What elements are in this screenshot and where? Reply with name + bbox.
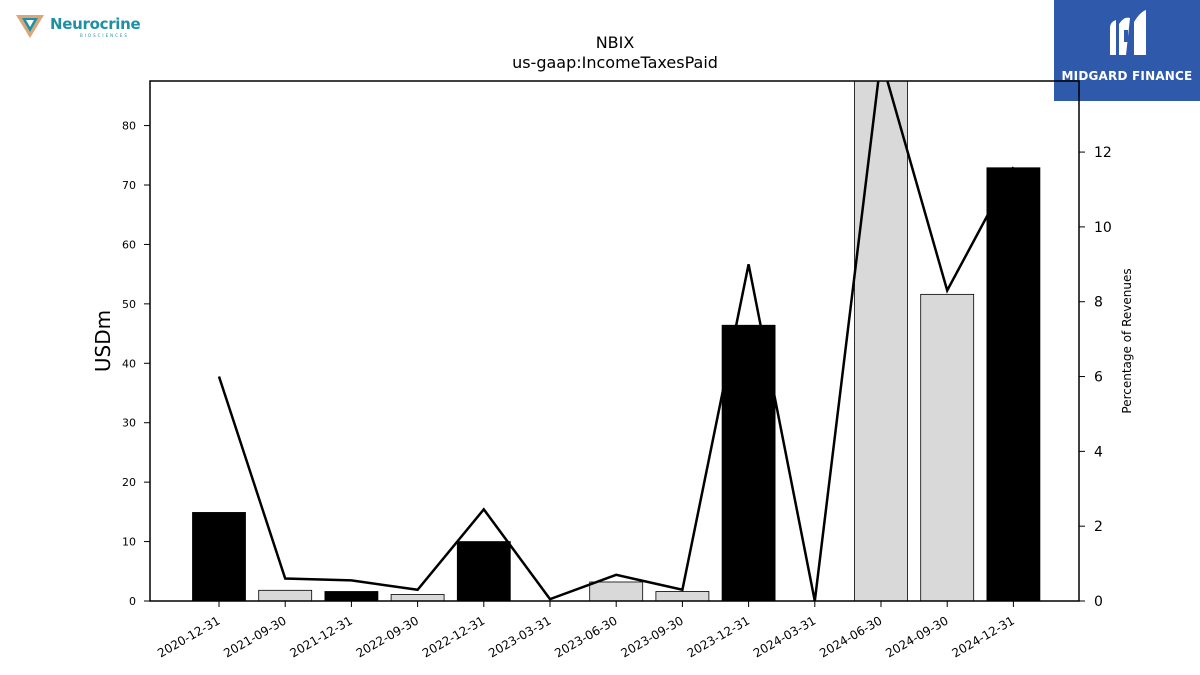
bar <box>721 324 776 602</box>
y-axis-label: USDm <box>91 310 115 372</box>
logo-brand-text: Neurocrine <box>50 15 141 33</box>
bar <box>324 591 379 602</box>
y-tick-label: 60 <box>122 238 136 251</box>
x-tick-label: 2022-09-30 <box>354 613 421 660</box>
pct-revenue-line <box>217 81 1015 601</box>
x-tick-label: 2024-06-30 <box>817 613 884 660</box>
midgard-monogram-icon <box>1110 10 1146 56</box>
chart-title: NBIX <box>596 33 635 52</box>
y2-axis-label: Percentage of Revenues <box>1120 268 1134 413</box>
chart-subtitle: us-gaap:IncomeTaxesPaid <box>512 53 718 72</box>
x-tick-label: 2021-12-31 <box>287 613 354 660</box>
x-tick-label: 2023-12-31 <box>685 613 752 660</box>
y-tick-label: 50 <box>122 298 136 311</box>
y-tick-label: 80 <box>122 120 136 133</box>
y2-tick-label: 0 <box>1094 594 1103 610</box>
bar <box>655 591 710 602</box>
x-tick-label: 2023-06-30 <box>552 613 619 660</box>
bar <box>854 80 908 602</box>
y-tick-label: 10 <box>122 536 136 549</box>
y2-tick-label: 10 <box>1094 220 1112 236</box>
bar <box>390 594 445 602</box>
bar <box>192 512 246 602</box>
x-tick-label: 2024-12-31 <box>949 613 1016 660</box>
neurocrine-logo-icon <box>16 15 44 38</box>
plot-frame <box>149 80 1080 602</box>
x-tick-label: 2020-12-31 <box>155 613 222 660</box>
y2-tick-label: 8 <box>1094 295 1103 311</box>
y-tick-label: 70 <box>122 179 136 192</box>
logo-sub-text: BIOSCIENCES <box>80 33 129 38</box>
x-tick-label: 2023-03-31 <box>486 613 553 660</box>
bar <box>920 293 975 602</box>
neurocrine-logo: Neurocrine BIOSCIENCES <box>14 12 144 42</box>
y-tick-label: 30 <box>122 417 136 430</box>
y2-tick-label: 4 <box>1094 444 1103 460</box>
x-tick-label: 2024-09-30 <box>883 613 950 660</box>
logo-brand-name: MIDGARD FINANCE <box>1061 69 1193 83</box>
bar <box>986 167 1041 602</box>
bar <box>456 541 511 602</box>
y2-tick-label: 6 <box>1094 370 1103 386</box>
x-tick-label: 2023-09-30 <box>618 613 685 660</box>
y-tick-label: 20 <box>122 476 136 489</box>
bar <box>589 581 644 602</box>
x-tick-label: 2022-12-31 <box>420 613 487 660</box>
x-tick-label: 2021-09-30 <box>221 613 288 660</box>
y-tick-label: 0 <box>129 595 136 608</box>
y2-tick-label: 2 <box>1094 519 1103 535</box>
bar <box>258 589 313 602</box>
y-tick-label: 40 <box>122 357 136 370</box>
y2-tick-label: 12 <box>1094 145 1112 161</box>
x-tick-label: 2024-03-31 <box>751 613 818 660</box>
